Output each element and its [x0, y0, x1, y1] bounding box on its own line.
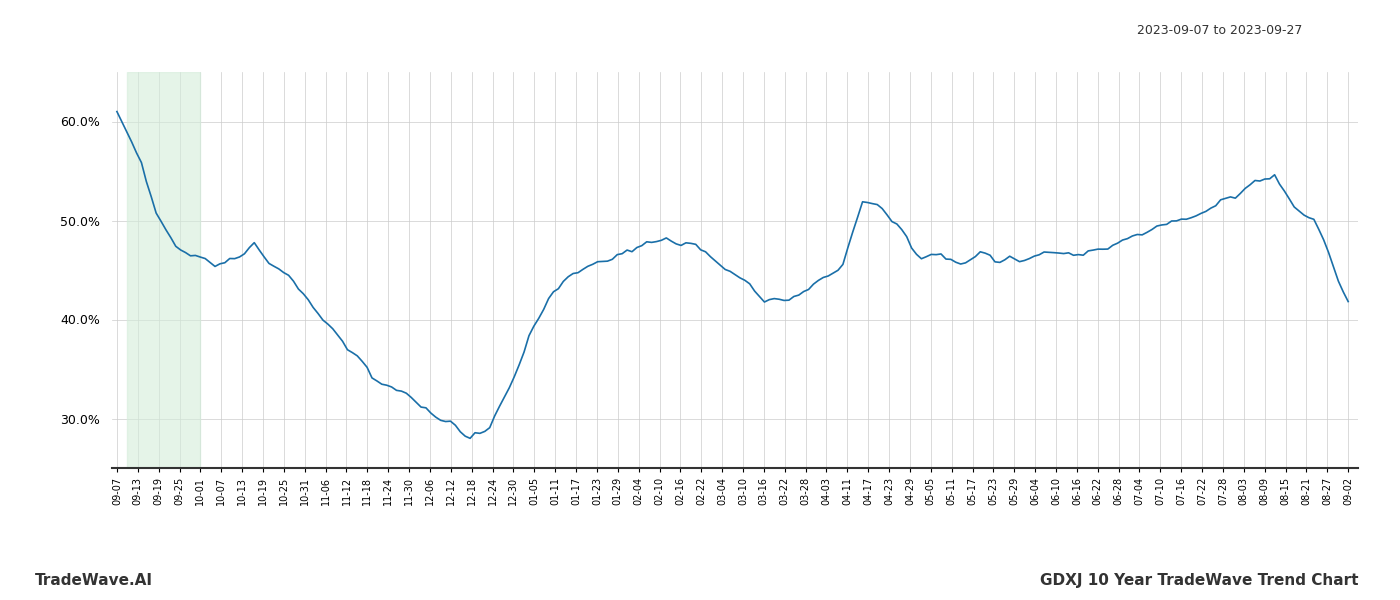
Text: TradeWave.AI: TradeWave.AI: [35, 573, 153, 588]
Text: GDXJ 10 Year TradeWave Trend Chart: GDXJ 10 Year TradeWave Trend Chart: [1039, 573, 1358, 588]
Bar: [127, 72, 200, 468]
Text: 2023-09-07 to 2023-09-27: 2023-09-07 to 2023-09-27: [1137, 24, 1302, 37]
